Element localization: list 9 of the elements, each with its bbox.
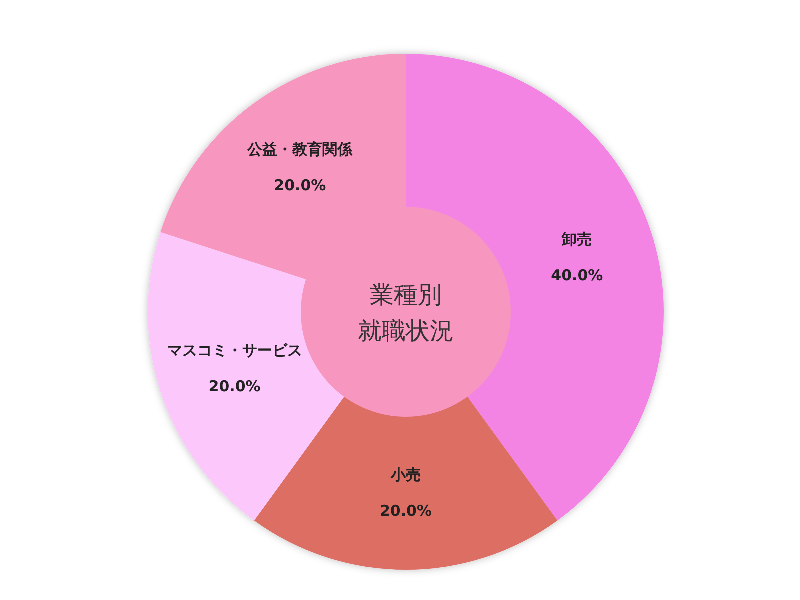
slice-label: 卸売 [561,230,592,248]
data-label: 20.0% [208,378,261,396]
data-label: 40.0% [551,266,604,284]
text: 業種別就職状況 [358,281,454,345]
data-label: 20.0% [274,176,326,194]
slice-label: 小売 [390,466,421,484]
slice-label: マスコミ・サービス [167,342,302,360]
slice-label: 公益・教育関係 [246,140,354,158]
data-label: 20.0% [380,502,432,520]
